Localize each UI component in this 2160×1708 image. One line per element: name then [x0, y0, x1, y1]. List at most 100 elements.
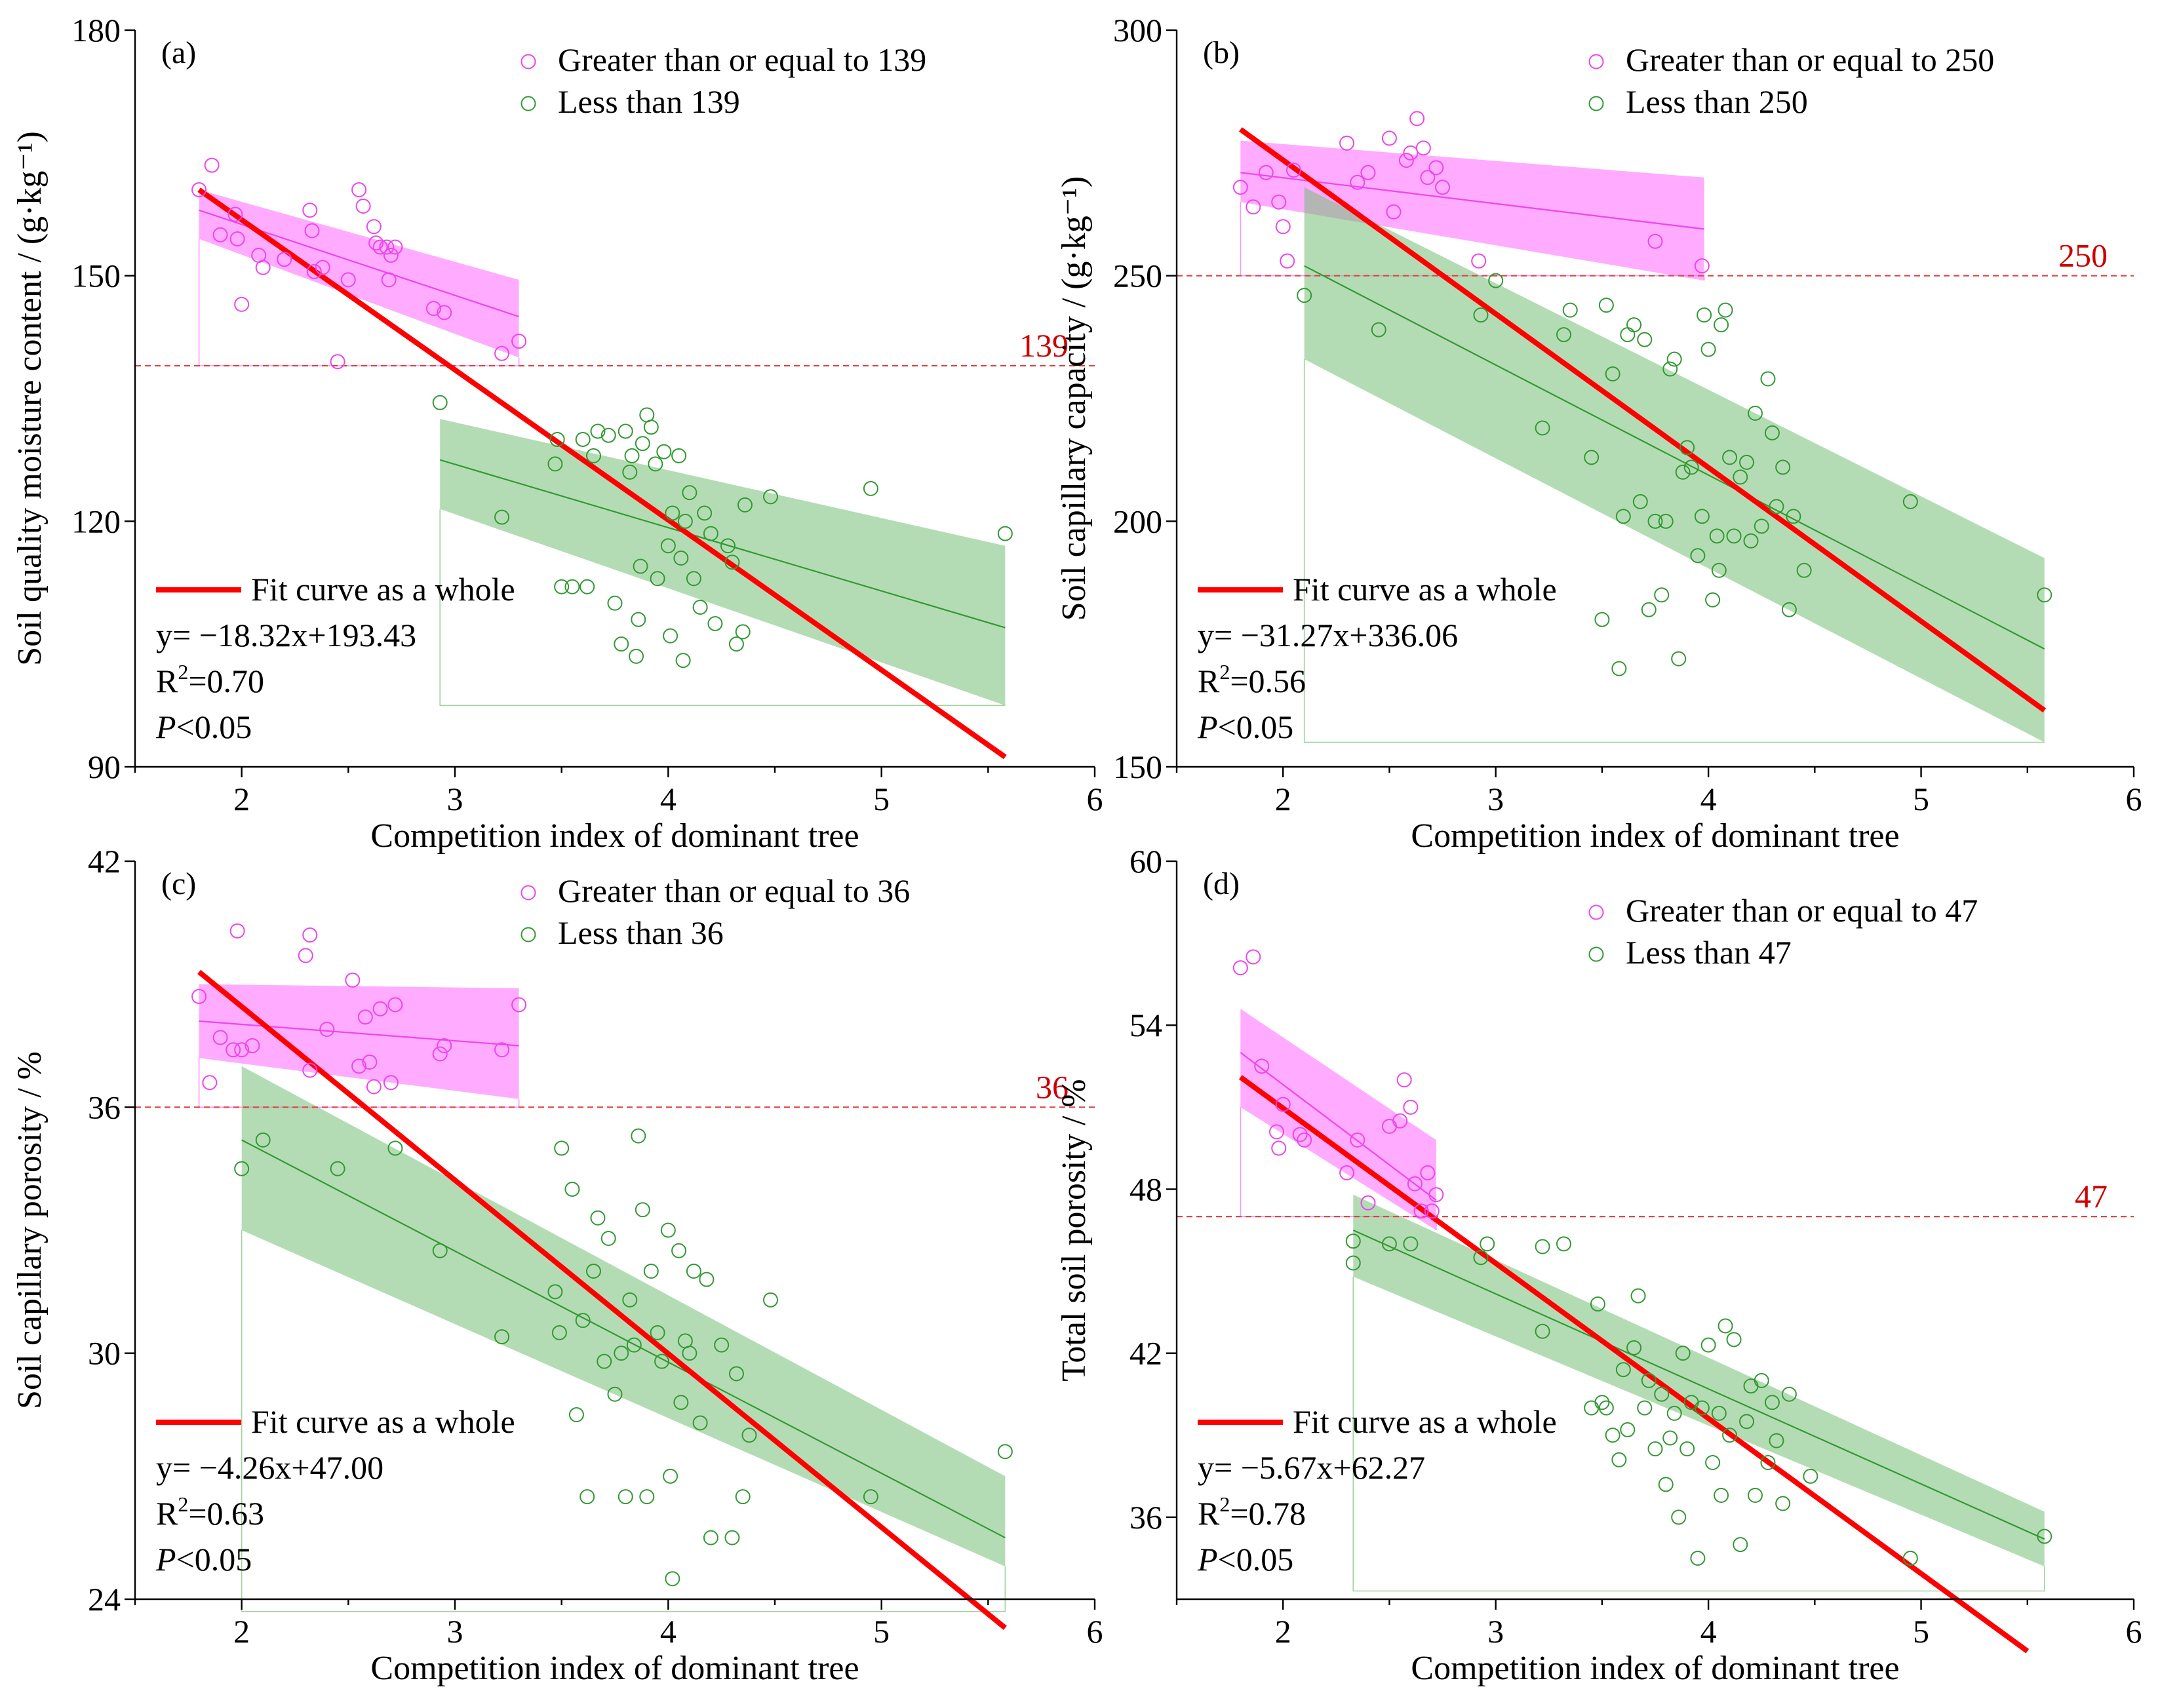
x-tick-label-d: 6: [2126, 1613, 2142, 1650]
low-point-a: [675, 653, 691, 669]
low-point-c: [663, 1468, 678, 1484]
y-axis-label-b: Soil capillary capacity / (g·kg⁻¹): [1055, 176, 1093, 621]
low-point-d: [1403, 1236, 1419, 1252]
low-confidence-band-b: [1304, 187, 2045, 743]
low-point-c: [626, 1337, 642, 1353]
p-value-b: P<0.05: [1197, 708, 1293, 745]
high-point-a: [340, 272, 356, 288]
low-point-d: [1726, 1332, 1742, 1348]
low-point-c: [551, 1325, 567, 1340]
x-tick-label-c: 6: [1087, 1613, 1103, 1650]
low-point-d: [1714, 1488, 1729, 1504]
x-tick-label-c: 5: [873, 1613, 890, 1650]
x-tick-label-a: 6: [1087, 781, 1103, 817]
high-confidence-band-d: [1240, 1009, 1436, 1230]
high-point-c: [234, 1042, 250, 1058]
high-point-d: [1392, 1113, 1408, 1129]
low-point-c: [762, 1292, 778, 1308]
low-point-c: [728, 1366, 744, 1382]
low-point-c: [997, 1444, 1013, 1460]
x-tick-label-a: 3: [447, 781, 463, 817]
p-value-d: P<0.05: [1197, 1541, 1293, 1578]
low-point-b: [1488, 273, 1504, 288]
low-point-b: [1726, 528, 1742, 544]
low-point-b: [1666, 351, 1682, 367]
low-fit-line-b: [1304, 265, 2045, 650]
low-confidence-band-a: [440, 419, 1006, 706]
high-point-c: [202, 1075, 218, 1091]
low-point-c: [607, 1386, 623, 1402]
r-squared-symbol: R: [156, 1495, 178, 1532]
legend-overall-label-c: Fit curve as a whole: [251, 1403, 515, 1440]
equation-b: y= −31.27x+336.06: [1198, 617, 1458, 653]
y-tick-label-d: 60: [1129, 843, 1162, 880]
high-point-a: [204, 157, 220, 173]
low-point-b: [1683, 459, 1699, 475]
low-point-c: [600, 1231, 616, 1247]
high-point-c: [229, 923, 245, 939]
y-tick-label-d: 42: [1129, 1335, 1162, 1372]
high-fit-line-d: [1240, 1052, 1437, 1201]
threshold-label-c: 36: [1036, 1068, 1069, 1105]
high-point-d: [1275, 1097, 1291, 1112]
low-point-b: [1733, 469, 1748, 485]
high-point-a: [425, 301, 441, 317]
high-point-b: [1280, 253, 1295, 269]
low-point-a: [549, 431, 565, 447]
low-fit-line-a: [439, 459, 1006, 629]
high-point-b: [1647, 233, 1663, 249]
high-point-a: [387, 239, 403, 255]
y-tick-label-b: 200: [1113, 503, 1162, 539]
low-point-c: [643, 1264, 659, 1279]
high-point-a: [368, 235, 384, 251]
low-point-c: [654, 1353, 670, 1369]
low-point-c: [863, 1489, 878, 1505]
high-point-c: [345, 972, 361, 988]
x-tick-label-b: 3: [1487, 781, 1504, 817]
high-point-a: [304, 223, 320, 239]
high-point-b: [1286, 163, 1301, 178]
axes: [125, 29, 2135, 1610]
high-point-d: [1350, 1132, 1365, 1148]
low-point-b: [1654, 587, 1670, 603]
low-point-b: [1711, 562, 1727, 578]
low-point-b: [1679, 440, 1695, 456]
high-point-a: [227, 206, 243, 222]
legend-low-label-c: Less than 36: [558, 914, 724, 951]
y-tick-label-c: 36: [88, 1089, 121, 1125]
low-point-b: [1615, 509, 1631, 524]
low-point-c: [579, 1489, 595, 1505]
panel-label-b: (b): [1203, 35, 1240, 70]
low-point-b: [1775, 459, 1791, 475]
low-point-c: [585, 1264, 601, 1279]
low-point-b: [1690, 548, 1706, 564]
low-point-a: [692, 599, 708, 615]
low-point-b: [1371, 322, 1386, 338]
high-point-d: [1413, 1203, 1429, 1219]
x-axis-label-c: Competition index of dominant tree: [370, 1650, 859, 1687]
high-point-a: [212, 227, 228, 243]
high-point-d: [1292, 1127, 1308, 1142]
high-point-c: [212, 1030, 228, 1045]
low-point-d: [1641, 1372, 1657, 1388]
low-band-outline-b: [1303, 359, 2045, 743]
high-point-c: [226, 1042, 241, 1058]
legend-high-label-d: Greater than or equal to 47: [1626, 892, 1978, 929]
low-point-a: [997, 526, 1013, 541]
equation-c: y= −4.26x+47.00: [156, 1449, 383, 1486]
low-point-c: [618, 1489, 633, 1505]
low-point-a: [494, 509, 510, 525]
equation-d: y= −5.67x+62.27: [1198, 1449, 1425, 1486]
high-point-b: [1415, 140, 1431, 156]
high-point-a: [366, 219, 382, 235]
high-fit-line-c: [199, 1020, 519, 1047]
low-fit-line-c: [241, 1139, 1006, 1539]
low-point-b: [1902, 494, 1918, 509]
low-point-b: [1760, 371, 1776, 387]
low-point-d: [1626, 1340, 1642, 1355]
low-point-b: [1709, 528, 1725, 544]
low-point-a: [656, 444, 672, 459]
low-point-b: [1611, 661, 1627, 676]
r-squared-value: =0.56: [1230, 663, 1306, 699]
low-point-b: [1739, 454, 1755, 470]
